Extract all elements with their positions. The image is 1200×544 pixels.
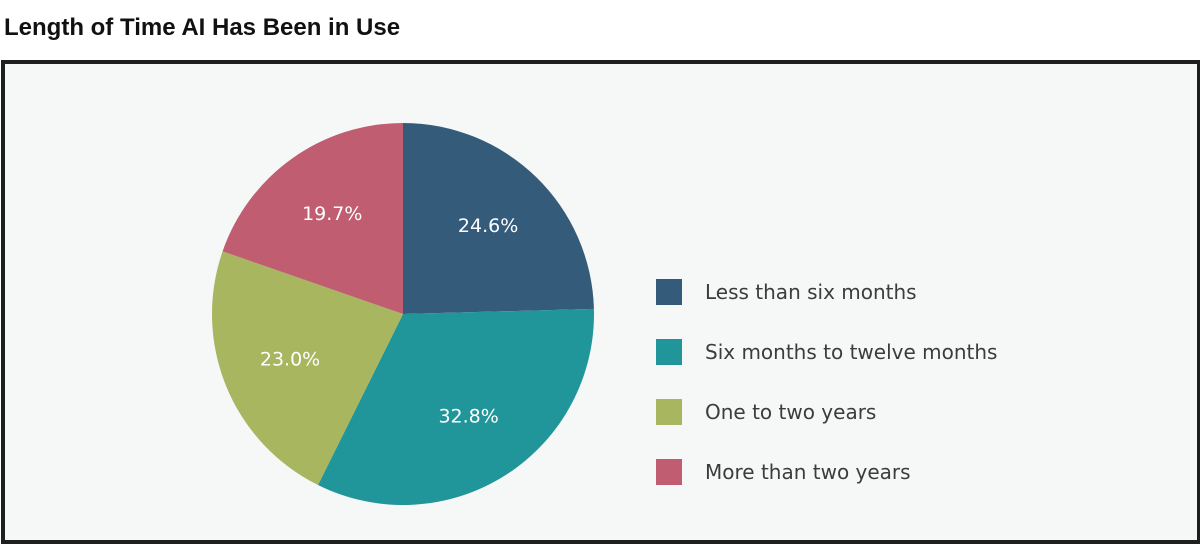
chart-frame: 24.6% 32.8% 23.0% 19.7% Less than six month… <box>1 60 1200 544</box>
slice-label-less-than-six-months: 24.6% <box>458 215 518 237</box>
pie-slice-more-than-two-years <box>222 123 403 314</box>
legend-swatch <box>656 279 682 305</box>
legend-label: One to two years <box>705 400 877 424</box>
legend-item-more-than-two-years: More than two years <box>656 442 997 502</box>
legend-item-six-to-twelve-months: Six months to twelve months <box>656 322 997 382</box>
chart-title: Length of Time AI Has Been in Use <box>4 14 401 41</box>
pie-chart: 24.6% 32.8% 23.0% 19.7% <box>212 123 595 505</box>
legend-swatch <box>656 399 682 425</box>
legend-item-one-to-two-years: One to two years <box>656 382 997 442</box>
pie-slice-less-than-six-months <box>403 123 594 314</box>
legend-swatch <box>656 339 682 365</box>
slice-label-one-to-two-years: 23.0% <box>260 349 320 371</box>
legend: Less than six months Six months to twelv… <box>656 262 997 502</box>
legend-label: Less than six months <box>705 280 917 304</box>
slice-label-more-than-two-years: 19.7% <box>302 203 362 225</box>
pie-slice-one-to-two-years <box>212 251 403 486</box>
legend-item-less-than-six-months: Less than six months <box>656 262 997 322</box>
legend-swatch <box>656 459 682 485</box>
pie-slice-six-to-twelve-months <box>317 308 595 505</box>
slice-label-six-to-twelve-months: 32.8% <box>438 405 498 427</box>
legend-label: More than two years <box>705 460 911 484</box>
legend-label: Six months to twelve months <box>705 340 998 364</box>
